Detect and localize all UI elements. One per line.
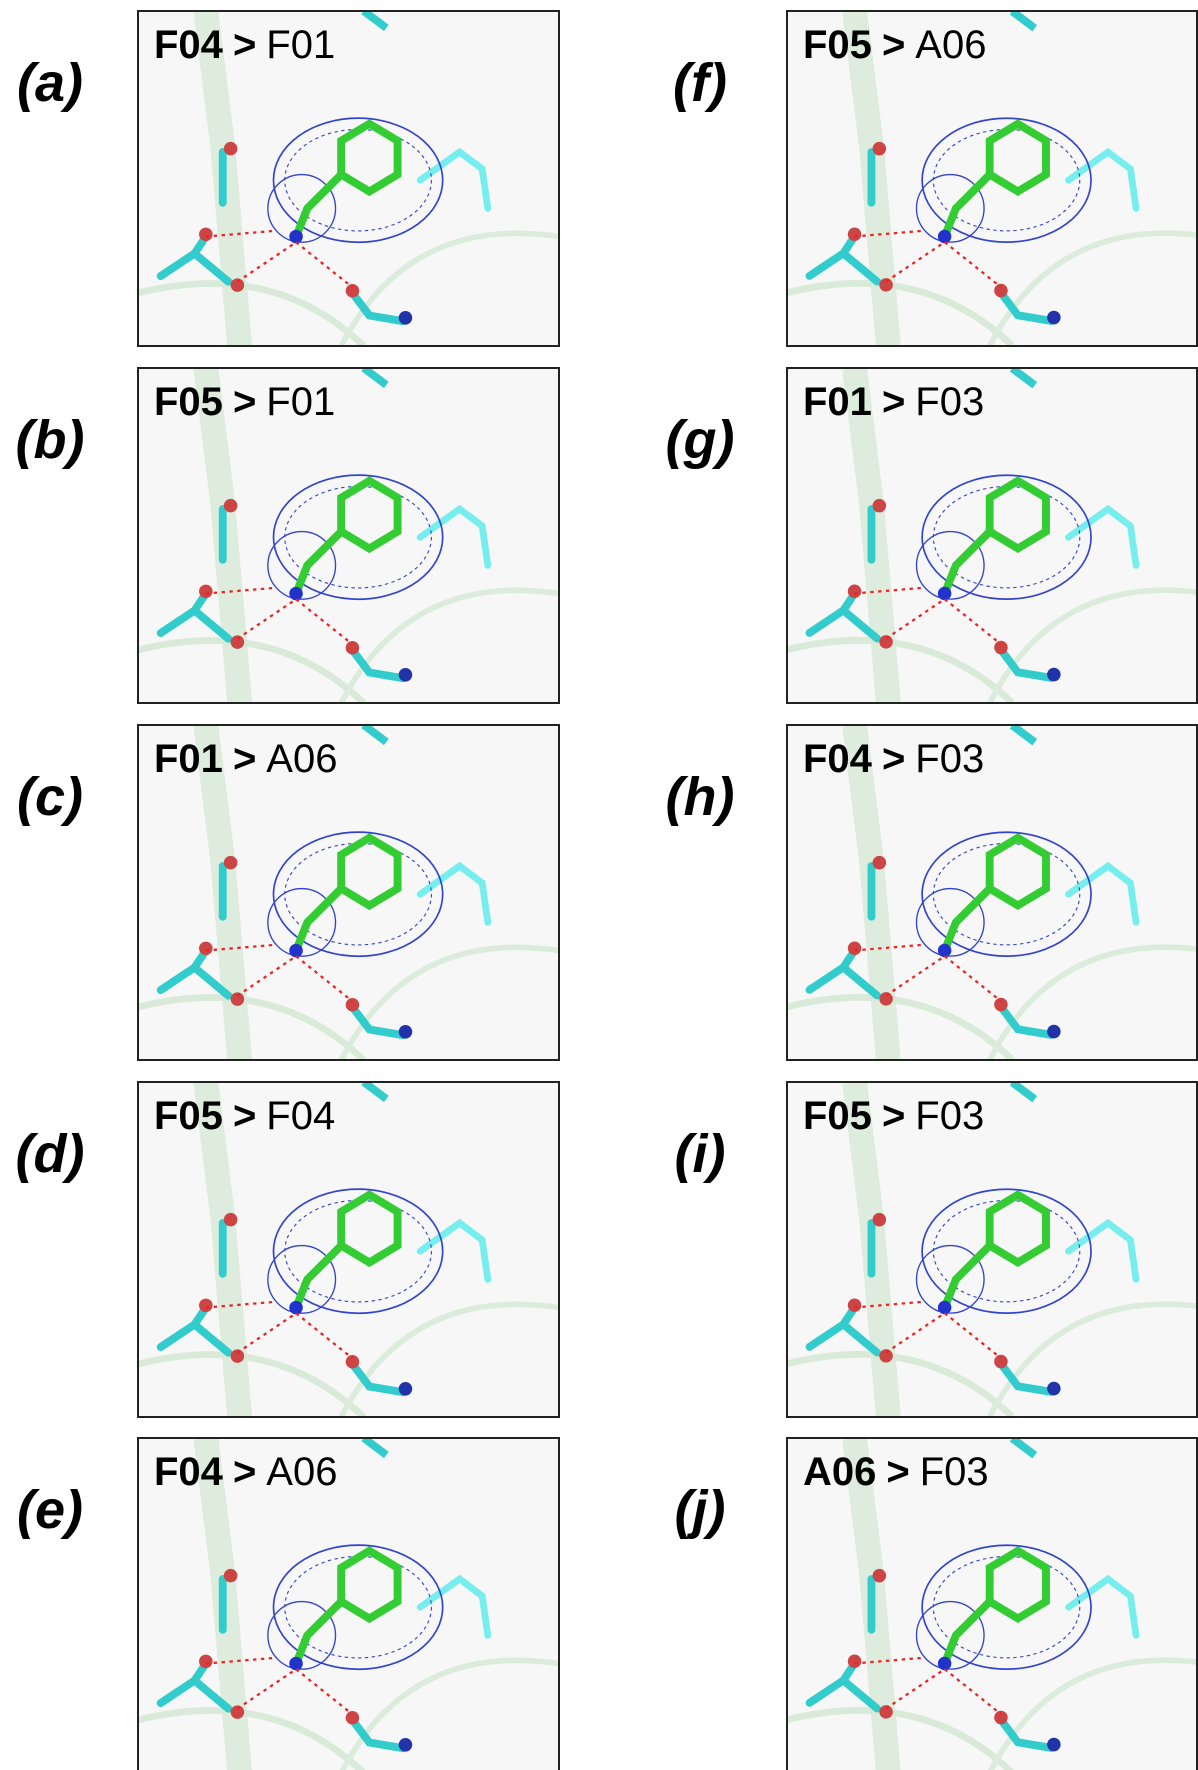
separator: > [233, 1094, 256, 1138]
panel-label: (a) [17, 53, 83, 113]
ligand: F01 [803, 380, 872, 424]
reference: A06 [915, 23, 986, 67]
panel-title: F05>F03 [803, 1094, 984, 1138]
panel: (f) F05>A06 [673, 11, 1198, 346]
reference: F03 [915, 1094, 984, 1138]
reference: F03 [915, 737, 984, 781]
reference: A06 [266, 1450, 337, 1494]
panel-title: A06>F03 [803, 1450, 989, 1494]
panel-title: F05>A06 [803, 23, 986, 67]
ligand: F01 [154, 737, 223, 781]
separator: > [882, 737, 905, 781]
ligand: A06 [803, 1450, 876, 1494]
panel: (j) A06>F03 [675, 1438, 1198, 1770]
panel-title: F01>A06 [154, 737, 337, 781]
page: {"panels": [ {"label": "(a)", "ligand": … [0, 0, 1198, 1770]
panel-title: F05>F04 [154, 1094, 335, 1138]
ligand: F05 [803, 23, 872, 67]
reference: A06 [266, 737, 337, 781]
reference: F03 [920, 1450, 989, 1494]
reference: F01 [266, 23, 335, 67]
panel-title: F01>F03 [803, 380, 984, 424]
panel-label: (j) [675, 1480, 726, 1540]
panel-title: F04>F01 [154, 23, 335, 67]
separator: > [882, 1094, 905, 1138]
separator: > [233, 23, 256, 67]
panel: (h) F04>F03 [666, 725, 1198, 1060]
separator: > [882, 23, 905, 67]
panel-label: (e) [17, 1480, 83, 1540]
panel: (d) F05>F04 [16, 1082, 559, 1417]
panel-label: (b) [16, 410, 85, 470]
ligand: F04 [154, 23, 224, 67]
separator: > [882, 380, 905, 424]
figure: (a)F04>F01(b)F05>F01(c)F01>A06(d)F05>F04… [0, 0, 1198, 1770]
panel-label: (h) [666, 767, 735, 827]
reference: F04 [266, 1094, 335, 1138]
reference: F01 [266, 380, 335, 424]
ligand: F05 [154, 380, 223, 424]
panel: (b) F05>F01 [16, 368, 559, 703]
panel: (i) F05>F03 [675, 1082, 1198, 1417]
panel-label: (c) [17, 767, 83, 827]
panel-label: (g) [666, 410, 735, 470]
separator: > [233, 1450, 256, 1494]
ligand: F04 [154, 1450, 224, 1494]
ligand: F05 [803, 1094, 872, 1138]
separator: > [233, 380, 256, 424]
panel-label: (d) [16, 1124, 85, 1184]
reference: F03 [915, 380, 984, 424]
panel: (a) F04>F01 [17, 11, 559, 346]
separator: > [233, 737, 256, 781]
panel: (e) F04>A06 [17, 1438, 559, 1770]
panel-title: F05>F01 [154, 380, 335, 424]
panel: (c) F01>A06 [17, 725, 559, 1060]
panel-label: (i) [675, 1124, 726, 1184]
panel-title: F04>F03 [803, 737, 984, 781]
separator: > [886, 1450, 909, 1494]
ligand: F05 [154, 1094, 223, 1138]
panel: (g) F01>F03 [666, 368, 1198, 703]
panel-label: (f) [673, 53, 727, 113]
panel-title: F04>A06 [154, 1450, 337, 1494]
ligand: F04 [803, 737, 873, 781]
